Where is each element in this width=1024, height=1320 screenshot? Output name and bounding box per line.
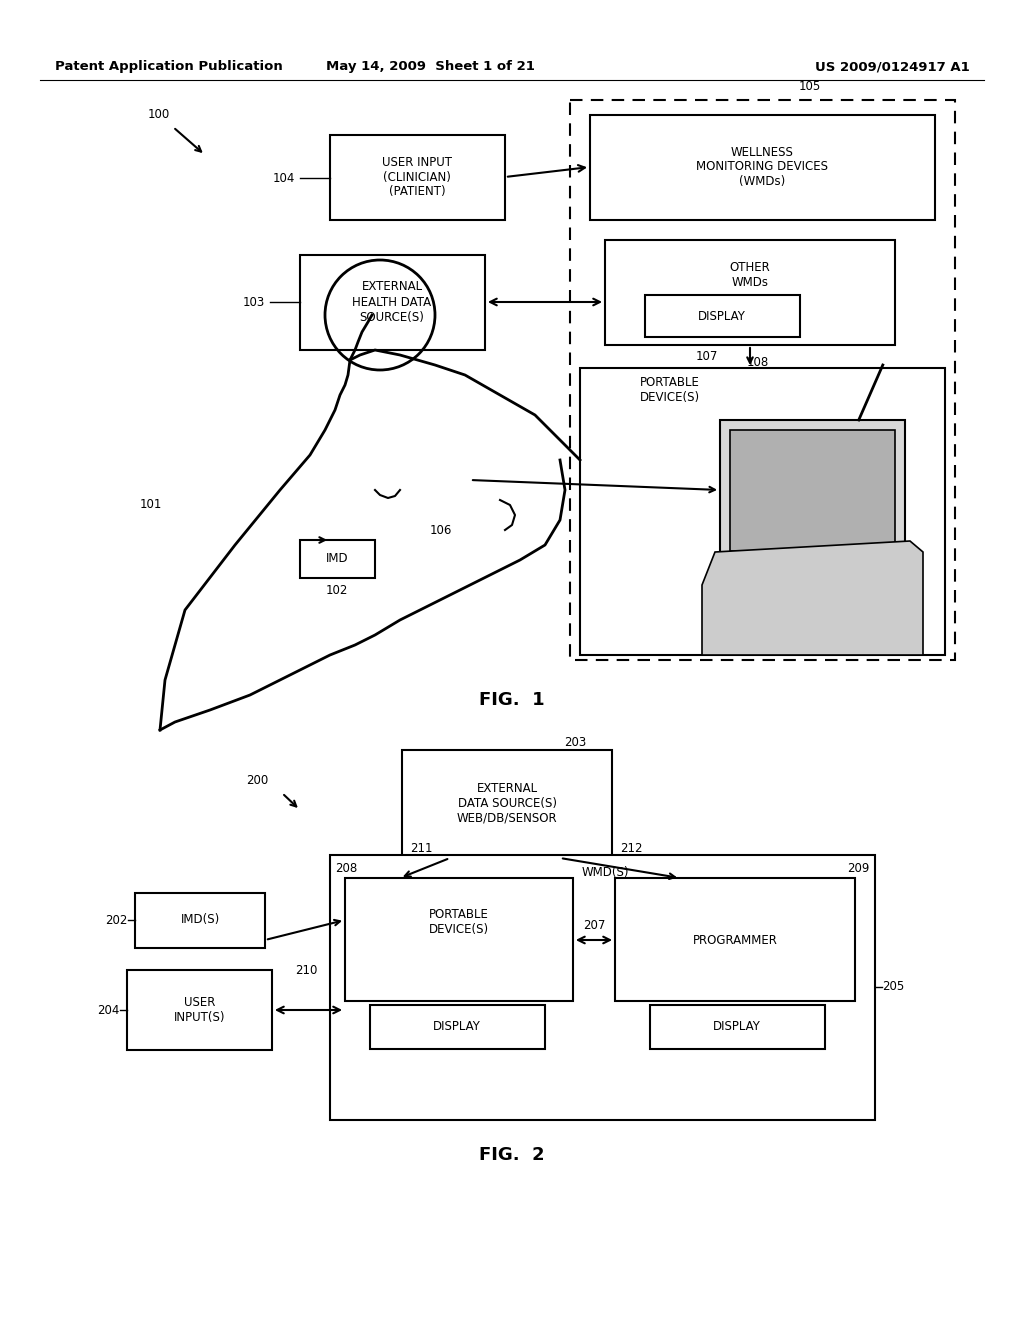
Text: PROGRAMMER: PROGRAMMER	[692, 933, 777, 946]
Text: FIG.  1: FIG. 1	[479, 690, 545, 709]
Text: 203: 203	[564, 735, 586, 748]
Bar	[834, 570, 854, 586]
Text: 103: 103	[243, 296, 265, 309]
Text: DEVICE(S): DEVICE(S)	[640, 392, 700, 404]
Text: 104: 104	[272, 172, 295, 185]
Text: DISPLAY: DISPLAY	[713, 1020, 761, 1034]
Text: 210: 210	[295, 964, 317, 977]
Text: 205: 205	[882, 981, 904, 994]
Text: 106: 106	[430, 524, 453, 536]
Bar	[402, 750, 612, 858]
Text: WMD(S): WMD(S)	[582, 866, 629, 879]
Text: 101: 101	[139, 499, 162, 511]
Text: Patent Application Publication: Patent Application Publication	[55, 59, 283, 73]
Text: IMD: IMD	[326, 553, 348, 565]
Bar	[800, 570, 820, 586]
Bar	[127, 970, 272, 1049]
Bar	[720, 420, 905, 640]
Text: 105: 105	[799, 81, 821, 92]
Text: DISPLAY: DISPLAY	[433, 1020, 481, 1034]
Text: 108: 108	[746, 355, 769, 368]
Bar	[300, 255, 485, 350]
Bar	[345, 878, 573, 1001]
Text: EXTERNAL
HEALTH DATA
SOURCE(S): EXTERNAL HEALTH DATA SOURCE(S)	[352, 281, 431, 323]
Text: WELLNESS
MONITORING DEVICES
(WMDs): WELLNESS MONITORING DEVICES (WMDs)	[696, 145, 828, 189]
Text: DISPLAY: DISPLAY	[698, 309, 745, 322]
Bar	[590, 115, 935, 220]
Text: 202: 202	[105, 913, 128, 927]
Text: US 2009/0124917 A1: US 2009/0124917 A1	[815, 59, 970, 73]
Text: 207: 207	[583, 919, 605, 932]
Text: 208: 208	[335, 862, 357, 875]
Bar	[766, 570, 786, 586]
Text: FIG.  2: FIG. 2	[479, 1146, 545, 1164]
Text: USER INPUT
(CLINICIAN)
(PATIENT): USER INPUT (CLINICIAN) (PATIENT)	[382, 156, 452, 198]
Bar	[645, 294, 800, 337]
Bar	[580, 368, 945, 655]
Text: USER
INPUT(S): USER INPUT(S)	[174, 997, 225, 1024]
Text: EXTERNAL
DATA SOURCE(S)
WEB/DB/SENSOR: EXTERNAL DATA SOURCE(S) WEB/DB/SENSOR	[457, 781, 557, 825]
Text: 211: 211	[411, 842, 433, 855]
Bar	[330, 135, 505, 220]
Bar	[605, 240, 895, 345]
Circle shape	[799, 599, 826, 627]
Bar	[300, 540, 375, 578]
Text: OTHER
WMDs: OTHER WMDs	[730, 261, 770, 289]
Text: PORTABLE
DEVICE(S): PORTABLE DEVICE(S)	[429, 908, 489, 936]
Text: May 14, 2009  Sheet 1 of 21: May 14, 2009 Sheet 1 of 21	[326, 59, 535, 73]
Text: PORTABLE: PORTABLE	[640, 375, 699, 388]
Text: 102: 102	[326, 583, 348, 597]
Bar	[570, 100, 955, 660]
Text: 200: 200	[246, 774, 268, 787]
Bar	[730, 430, 895, 550]
Polygon shape	[702, 541, 923, 655]
Bar	[650, 1005, 825, 1049]
Bar	[135, 894, 265, 948]
Bar	[615, 878, 855, 1001]
Bar	[330, 855, 874, 1119]
Text: 209: 209	[848, 862, 870, 875]
Text: 107: 107	[695, 351, 718, 363]
Bar	[370, 1005, 545, 1049]
Bar	[868, 570, 888, 586]
Bar	[732, 570, 752, 586]
Text: IMD(S): IMD(S)	[180, 913, 219, 927]
Text: 212: 212	[620, 842, 642, 855]
Text: 100: 100	[148, 108, 170, 121]
Text: 204: 204	[97, 1003, 120, 1016]
